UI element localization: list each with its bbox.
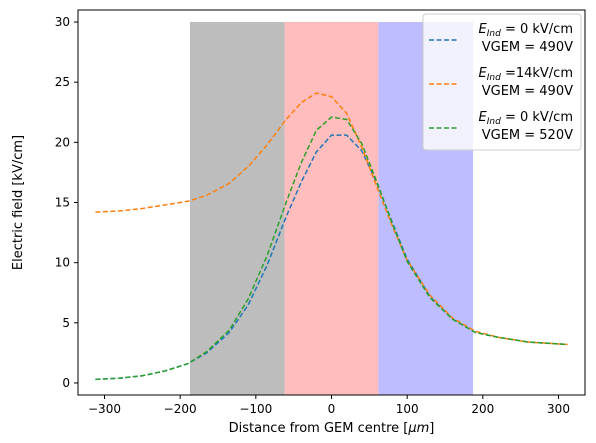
x-tick-label-0: −300 — [88, 402, 121, 416]
x-tick-label-5: 200 — [471, 402, 494, 416]
legend-subscript-0: Ind — [487, 29, 501, 39]
series-line-1 — [95, 92, 568, 346]
legend-label-line2-1: VGEM = 490V — [482, 84, 573, 99]
x-axis-label: Distance from GEM centre [μm] — [229, 421, 435, 436]
legend-label-line1-1: EInd =14kV/cm — [479, 66, 573, 83]
x-tick-label-6: 300 — [547, 402, 570, 416]
x-axis-label-prefix: Distance from GEM centre [ — [229, 421, 409, 436]
series-line-2 — [95, 116, 568, 381]
legend-label-line2-0: VGEM = 490V — [482, 40, 573, 55]
y-tick-label-6: 30 — [55, 15, 70, 29]
y-tick-label-3: 15 — [55, 196, 70, 210]
y-tick-label-0: 0 — [62, 376, 70, 390]
y-tick-label-5: 25 — [55, 75, 70, 89]
legend-rest-1: =14kV/cm — [501, 66, 573, 81]
series-layer — [95, 92, 568, 381]
legend-subscript-1: Ind — [487, 73, 501, 83]
y-tick-label-2: 10 — [55, 256, 70, 270]
x-ticks: −300 −200 −100 0 100 200 300 — [88, 395, 570, 416]
legend-rest-2: = 0 kV/cm — [501, 110, 573, 125]
x-tick-label-1: −200 — [164, 402, 197, 416]
y-axis-label: Electric field [kV/cm] — [11, 135, 26, 270]
x-axis-label-suffix: ] — [429, 421, 434, 436]
legend-label-line2-2: VGEM = 520V — [482, 128, 573, 143]
region-band-1 — [284, 22, 379, 395]
legend-label-line1-2: EInd = 0 kV/cm — [479, 110, 573, 127]
x-tick-label-2: −100 — [239, 402, 272, 416]
legend-symbol-0: E — [479, 22, 488, 37]
x-axis-label-unit: μm — [407, 421, 429, 436]
x-tick-label-3: 0 — [328, 402, 336, 416]
y-tick-label-4: 20 — [55, 135, 70, 149]
legend-box — [422, 13, 582, 151]
region-band-0 — [189, 22, 285, 395]
legend-symbol-1: E — [479, 66, 488, 81]
y-tick-label-1: 5 — [62, 316, 70, 330]
legend-subscript-2: Ind — [487, 117, 501, 127]
y-ticks: 0 5 10 15 20 25 30 — [55, 15, 78, 390]
legend-symbol-2: E — [479, 110, 488, 125]
x-tick-label-4: 100 — [396, 402, 419, 416]
legend-rest-0: = 0 kV/cm — [501, 22, 573, 37]
legend-label-line1-0: EInd = 0 kV/cm — [479, 22, 573, 39]
